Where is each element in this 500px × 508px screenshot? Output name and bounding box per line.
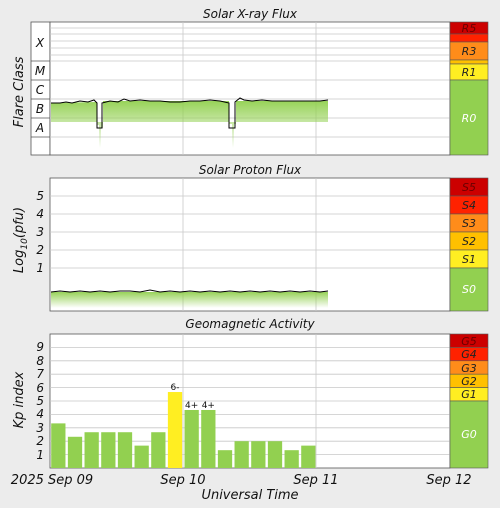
date-label-sep10: Sep 10 [160, 473, 205, 488]
proton-flux-fill [51, 292, 328, 308]
xray-class-a: A [35, 121, 44, 135]
date-label-sep11: Sep 11 [293, 473, 338, 488]
scale-s3: S3 [462, 217, 476, 230]
xray-class-b: B [36, 102, 44, 116]
scale-g4: G4 [461, 348, 477, 361]
kp-tick-9: 9 [36, 340, 44, 354]
kp-scale: G5 G4 G3 G2 G1 G0 [449, 333, 489, 469]
kp-bar [301, 445, 316, 468]
xray-plot-area [49, 21, 451, 156]
scale-s4: S4 [462, 199, 476, 212]
kp-bar [267, 441, 283, 468]
x-axis-label: Universal Time [201, 488, 298, 503]
scale-r3: R3 [462, 45, 477, 58]
scale-s5: S5 [462, 181, 476, 194]
xray-flux-fill [51, 101, 328, 148]
proton-flux-line [50, 289, 329, 293]
kp-tick-3: 3 [36, 421, 44, 435]
kp-bar-label: 4+ [202, 401, 215, 411]
kp-ylabel: Kp index [12, 371, 27, 428]
xray-class-m: M [35, 64, 46, 78]
kp-gridlines [50, 334, 450, 468]
kp-bar [217, 450, 233, 468]
kp-bar [134, 445, 149, 468]
scale-g0: G0 [461, 428, 477, 441]
scale-r1: R1 [462, 66, 477, 79]
kp-bar [251, 441, 266, 468]
scale-s0: S0 [462, 283, 476, 296]
date-label-sep12: Sep 12 [426, 473, 471, 488]
kp-tick-7: 7 [36, 367, 44, 381]
kp-bar [101, 432, 116, 468]
proton-tick-5: 5 [36, 189, 44, 203]
kp-bar [67, 436, 83, 468]
scale-g3: G3 [461, 362, 477, 375]
scale-s2: S2 [462, 235, 476, 248]
proton-tick-1: 1 [36, 261, 44, 275]
xray-ylabel: Flare Class [12, 56, 27, 127]
scale-g1: G1 [461, 388, 477, 401]
kp-bar [167, 392, 183, 468]
kp-tick-8: 8 [36, 354, 44, 368]
scale-r0: R0 [462, 112, 477, 125]
kp-bar-label: 6- [171, 383, 180, 393]
kp-bar [51, 423, 66, 468]
proton-gridlines [50, 178, 450, 311]
kp-bar [117, 432, 133, 468]
xray-ylabel-group: Flare Class [12, 56, 27, 127]
proton-scale: S5 S4 S3 S2 S1 S0 [449, 177, 489, 312]
xray-class-x: X [35, 36, 45, 50]
kp-bar [151, 432, 166, 468]
xray-flux-line [51, 97, 329, 129]
proton-tick-2: 2 [36, 243, 44, 257]
scale-g5: G5 [461, 335, 477, 348]
kp-tick-5: 5 [36, 394, 44, 408]
date-label-sep09: 2025 Sep 09 [11, 473, 93, 488]
proton-tick-3: 3 [36, 225, 44, 239]
scale-s1: S1 [462, 253, 476, 266]
kp-tick-6: 6 [36, 381, 44, 395]
proton-ylabel: Log10(pfu) [12, 207, 30, 273]
kp-bar [234, 441, 249, 468]
proton-plot-area [49, 177, 451, 312]
xray-scale: R5 R3 R1 R0 [449, 21, 489, 156]
proton-ylabel-group: Log10(pfu) [12, 207, 30, 273]
kp-bar [284, 450, 299, 468]
kp-bar [184, 409, 199, 468]
proton-title: Solar Proton Flux [199, 163, 302, 177]
kp-tick-4: 4 [36, 407, 44, 421]
kp-tick-2: 2 [36, 434, 44, 448]
kp-ylabel-group: Kp index [12, 371, 27, 428]
scale-r5: R5 [462, 22, 477, 35]
kp-bar-label: 4+ [185, 401, 198, 411]
scale-g2: G2 [461, 375, 477, 388]
kp-bars: 6- 4+ 4+ [51, 383, 316, 468]
kp-bar [84, 432, 99, 468]
proton-tick-4: 4 [36, 207, 44, 221]
kp-title: Geomagnetic Activity [185, 317, 315, 331]
kp-bar [201, 409, 216, 468]
kp-tick-1: 1 [36, 448, 44, 462]
xray-class-c: C [36, 83, 45, 97]
xray-title: Solar X-ray Flux [203, 7, 298, 21]
